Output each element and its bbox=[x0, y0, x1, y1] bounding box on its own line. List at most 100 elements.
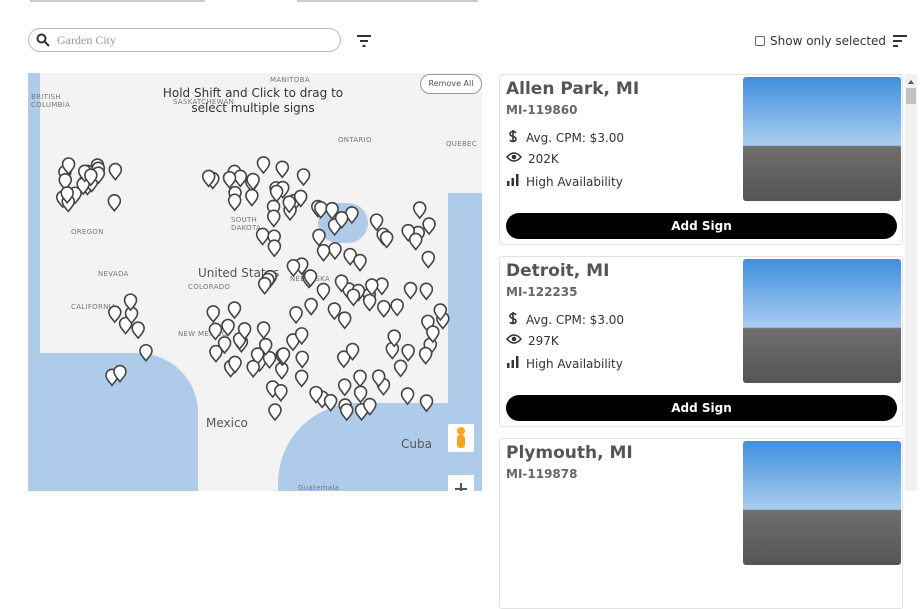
pin[interactable] bbox=[393, 359, 408, 378]
pin[interactable] bbox=[419, 282, 434, 301]
map[interactable]: MANITOBA BRITISH COLUMBIA SASKATCHEWAN ONTA… bbox=[28, 73, 482, 491]
checkbox[interactable] bbox=[755, 36, 765, 46]
pin[interactable] bbox=[412, 201, 427, 220]
pin[interactable] bbox=[209, 344, 223, 363]
pin[interactable] bbox=[208, 322, 223, 341]
pin[interactable] bbox=[269, 184, 284, 203]
pin[interactable] bbox=[293, 189, 308, 208]
pin[interactable] bbox=[316, 243, 331, 262]
search-box[interactable]: Garden City bbox=[28, 28, 341, 52]
pin[interactable] bbox=[267, 239, 282, 258]
pin[interactable] bbox=[365, 278, 379, 297]
pin[interactable] bbox=[256, 156, 271, 175]
pin[interactable] bbox=[426, 325, 440, 344]
pin[interactable] bbox=[314, 200, 328, 220]
pin[interactable] bbox=[325, 201, 339, 220]
pin[interactable] bbox=[222, 170, 237, 190]
pin[interactable] bbox=[312, 228, 326, 247]
pin[interactable] bbox=[131, 321, 145, 340]
pin[interactable] bbox=[433, 303, 448, 322]
scroll-thumb[interactable] bbox=[906, 88, 916, 104]
pin[interactable] bbox=[275, 160, 290, 179]
pin[interactable] bbox=[250, 347, 265, 366]
sort-icon[interactable] bbox=[893, 35, 907, 47]
pin[interactable] bbox=[246, 359, 261, 378]
listing-card[interactable]: Detroit, MI MI-122235 Avg. CPM: $3.00 297K H… bbox=[499, 256, 903, 427]
pin[interactable] bbox=[221, 318, 235, 337]
pin[interactable] bbox=[266, 209, 281, 228]
pin[interactable] bbox=[286, 259, 301, 278]
pin[interactable] bbox=[400, 387, 415, 406]
pin[interactable] bbox=[262, 350, 277, 370]
pin[interactable] bbox=[337, 311, 352, 330]
pin[interactable] bbox=[206, 305, 221, 324]
pin[interactable] bbox=[201, 169, 216, 188]
pin[interactable] bbox=[323, 393, 338, 412]
pin[interactable] bbox=[84, 168, 98, 187]
listing-card[interactable]: Allen Park, MI MI-119860 Avg. CPM: $3.00 20… bbox=[499, 74, 903, 245]
pin[interactable] bbox=[294, 369, 309, 388]
pin[interactable] bbox=[118, 316, 133, 335]
pin[interactable] bbox=[337, 378, 352, 397]
pin[interactable] bbox=[371, 369, 386, 388]
pin[interactable] bbox=[327, 302, 342, 321]
pin[interactable] bbox=[379, 230, 394, 249]
pin[interactable] bbox=[353, 253, 367, 272]
pin[interactable] bbox=[58, 172, 73, 192]
remove-all-button[interactable]: Remove All bbox=[420, 74, 482, 94]
pin[interactable] bbox=[316, 282, 331, 301]
pin[interactable] bbox=[419, 394, 434, 413]
pin[interactable] bbox=[346, 288, 361, 307]
pin[interactable] bbox=[328, 242, 342, 261]
pin[interactable] bbox=[289, 306, 303, 325]
pin[interactable] bbox=[61, 157, 76, 176]
pin[interactable] bbox=[295, 350, 310, 369]
pin[interactable] bbox=[108, 305, 122, 324]
pin[interactable] bbox=[387, 329, 402, 348]
show-selected[interactable]: Show only selected bbox=[755, 34, 886, 48]
pin[interactable] bbox=[362, 397, 377, 416]
pin[interactable] bbox=[336, 350, 351, 369]
pin[interactable] bbox=[108, 162, 123, 181]
pin[interactable] bbox=[276, 347, 291, 366]
pin[interactable] bbox=[255, 227, 270, 246]
pin[interactable] bbox=[309, 385, 323, 404]
filter-icon[interactable] bbox=[357, 35, 371, 47]
pin[interactable] bbox=[369, 213, 384, 232]
pin[interactable] bbox=[403, 281, 418, 300]
scrollbar[interactable] bbox=[905, 74, 917, 491]
pin[interactable] bbox=[334, 274, 349, 293]
pin[interactable] bbox=[256, 321, 271, 340]
pin[interactable] bbox=[245, 188, 259, 207]
pin[interactable] bbox=[422, 217, 436, 236]
pin[interactable] bbox=[390, 298, 404, 317]
pin[interactable] bbox=[257, 276, 272, 295]
pin[interactable] bbox=[408, 232, 423, 251]
pin[interactable] bbox=[286, 333, 300, 352]
scroll-up[interactable] bbox=[906, 78, 916, 86]
pin[interactable] bbox=[353, 385, 368, 404]
pin[interactable] bbox=[418, 346, 433, 365]
pin[interactable] bbox=[376, 299, 391, 319]
pin[interactable] bbox=[107, 194, 122, 213]
pin[interactable] bbox=[296, 168, 311, 187]
pin[interactable] bbox=[334, 211, 349, 230]
pin[interactable] bbox=[339, 403, 354, 422]
listing-card[interactable]: Plymouth, MI MI-119878 bbox=[499, 438, 903, 609]
pin[interactable] bbox=[345, 342, 360, 361]
pin[interactable] bbox=[113, 364, 127, 383]
pin[interactable] bbox=[60, 186, 75, 205]
pin[interactable] bbox=[362, 293, 377, 312]
pin[interactable] bbox=[303, 269, 318, 288]
add-sign-button[interactable]: Add Sign bbox=[506, 395, 897, 421]
pin[interactable] bbox=[246, 172, 260, 191]
pin[interactable] bbox=[294, 327, 309, 346]
pin[interactable] bbox=[123, 293, 138, 312]
pin[interactable] bbox=[268, 403, 282, 422]
zoom-in[interactable] bbox=[448, 475, 474, 491]
pin[interactable] bbox=[139, 343, 153, 363]
pin[interactable] bbox=[282, 195, 297, 214]
pin[interactable] bbox=[421, 250, 436, 269]
street-view[interactable] bbox=[448, 424, 474, 452]
pin[interactable] bbox=[353, 369, 367, 388]
